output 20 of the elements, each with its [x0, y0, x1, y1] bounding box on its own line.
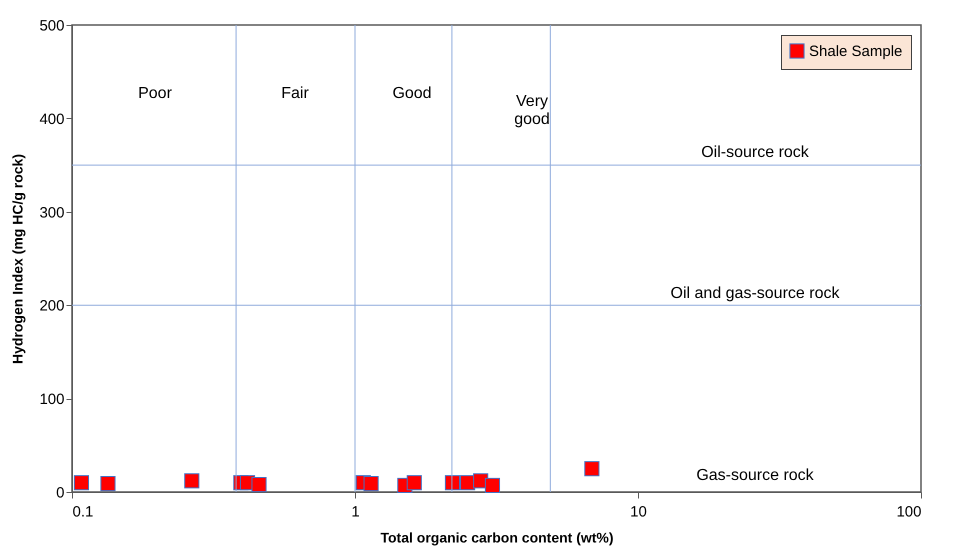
- y-tick-label: 0: [56, 484, 64, 502]
- annotation: Poor: [138, 85, 173, 102]
- y-tick-label: 100: [39, 391, 64, 408]
- x-tick-label: 100: [896, 504, 922, 520]
- legend-label: Shale Sample: [809, 43, 902, 60]
- y-tick-label: 300: [39, 204, 64, 222]
- y-tick-label: 500: [39, 18, 64, 34]
- annotation: Very good: [514, 93, 550, 128]
- y-tick-label: 400: [39, 110, 64, 128]
- annotation: Fair: [281, 85, 310, 102]
- x-axis-title: Total organic carbon content (wt%): [380, 530, 614, 546]
- x-tick-label: 0.1: [72, 504, 94, 520]
- y-axis-title: Hydrogen Index (mg HC/g rock): [9, 154, 26, 364]
- annotation: Good: [392, 85, 432, 102]
- annotation: Oil and gas-source rock: [670, 285, 840, 302]
- x-tick-label: 10: [630, 504, 647, 520]
- x-tick-label: 1: [351, 504, 360, 520]
- y-tick-label: 200: [39, 298, 64, 315]
- annotation: Oil-source rock: [701, 144, 810, 161]
- annotation: Gas-source rock: [696, 467, 815, 484]
